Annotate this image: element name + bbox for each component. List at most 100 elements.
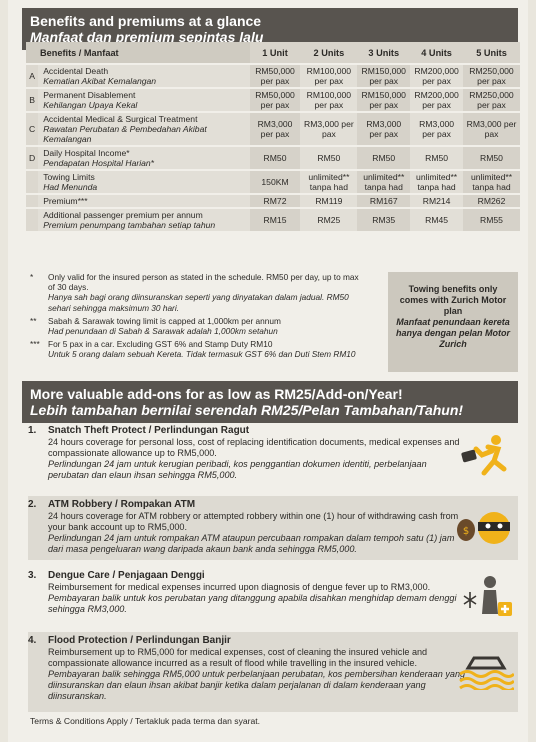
benefit-value-unit-5: RM55	[463, 209, 520, 231]
addon-title: Flood Protection / Perlindungan Banjir	[48, 635, 231, 646]
benefit-value-unit-4: RM200,000 per pax	[410, 65, 464, 87]
benefit-value-unit-4: RM45	[410, 209, 464, 231]
benefit-value-unit-1: RM72	[249, 195, 301, 207]
benefit-name-en: Accidental Medical & Surgical Treatment	[43, 114, 198, 124]
benefit-value-unit-3: RM50	[357, 147, 411, 169]
benefit-value-unit-4: RM50	[410, 147, 464, 169]
footnote-mark: ***	[30, 339, 40, 350]
addon-desc-en: Reimbursement up to RM5,000 for medical …	[48, 647, 428, 668]
addon-number: 2.	[28, 499, 37, 510]
footnote-mark: **	[30, 315, 37, 326]
footnote-en: Sabah & Sarawak towing limit is capped a…	[48, 315, 281, 326]
running-thief-icon	[461, 435, 507, 476]
towing-note-ms: Manfaat penundaan kereta hanya dengan pe…	[395, 317, 510, 349]
terms-conditions: Terms & Conditions Apply / Tertakluk pad…	[30, 716, 261, 726]
benefit-value-unit-1: 150KM	[249, 171, 301, 193]
benefit-value-unit-3: RM35	[357, 209, 411, 231]
addon-desc-ms: Pembayaran balik sehingga RM5,000 untuk …	[48, 669, 466, 701]
benefit-name-en: Additional passenger premium per annum	[43, 210, 203, 220]
benefit-name: Additional passenger premium per annum Pr…	[38, 209, 250, 231]
benefit-letter	[26, 195, 39, 207]
benefit-value-unit-5: RM262	[463, 195, 520, 207]
benefit-letter: C	[26, 113, 39, 145]
addon-number: 3.	[28, 570, 37, 581]
benefit-name: Accidental Medical & Surgical Treatment R…	[38, 113, 250, 145]
addon-snatch-theft: 1. Snatch Theft Protect / Perlindungan R…	[28, 425, 518, 487]
addon-desc-ms: Perlindungan 24 jam untuk kerugian perib…	[48, 459, 427, 480]
benefit-value-unit-3: RM167	[357, 195, 411, 207]
benefit-name-ms: Kematian Akibat Kemalangan	[43, 76, 157, 86]
addon-title: Dengue Care / Penjagaan Denggi	[48, 570, 205, 581]
benefit-value-unit-3: RM150,000 per pax	[357, 89, 411, 111]
benefits-table: Benefits / Manfaat 1 Unit 2 Units 3 Unit…	[26, 40, 520, 233]
benefit-letter	[26, 171, 39, 193]
benefit-value-unit-2: RM25	[300, 209, 358, 231]
benefit-value-unit-2: RM50	[300, 147, 358, 169]
benefit-row: B Permanent Disablement Kehilangan Upaya K…	[26, 89, 520, 111]
flooded-car-icon	[459, 656, 514, 690]
benefit-name-en: Towing Limits	[43, 172, 95, 182]
footnotes: * Only valid for the insured person as st…	[30, 272, 360, 363]
addon-desc-en: 24 hours coverage for personal loss, cos…	[48, 437, 460, 458]
footnote-mark: *	[30, 272, 34, 282]
benefit-value-unit-5: RM3,000 per pax	[463, 113, 520, 145]
benefit-value-unit-2: RM100,000 per pax	[300, 65, 358, 87]
benefit-name-ms: Pendapatan Hospital Harian*	[43, 158, 155, 168]
benefit-value-unit-1: RM50,000 per pax	[249, 89, 301, 111]
benefit-row: C Accidental Medical & Surgical Treatment…	[26, 113, 520, 145]
benefit-value-unit-5: RM250,000 per pax	[463, 65, 520, 87]
header-unit-2: 2 Units	[300, 42, 358, 63]
benefit-value-unit-2: unlimited** tanpa had	[300, 171, 358, 193]
towing-note-en: Towing benefits only comes with Zurich M…	[399, 284, 507, 316]
benefit-value-unit-2: RM3,000 per pax	[300, 113, 358, 145]
benefit-name-ms: Rawatan Perubatan & Pembedahan Akibat Ke…	[43, 124, 207, 144]
benefit-name: Accidental Death Kematian Akibat Kemalang…	[38, 65, 250, 87]
benefit-row: Towing Limits Had Menunda 150KM unlimited**…	[26, 171, 520, 193]
addon-flood-protection: 4. Flood Protection / Perlindungan Banji…	[28, 632, 518, 712]
benefit-value-unit-5: RM50	[463, 147, 520, 169]
header-unit-3: 3 Units	[357, 42, 411, 63]
masked-robber-icon: $	[457, 512, 510, 544]
benefit-name-en: Permanent Disablement	[43, 90, 136, 100]
towing-note-box: Towing benefits only comes with Zurich M…	[388, 272, 518, 372]
benefit-value-unit-2: RM119	[300, 195, 358, 207]
addon-desc-en: 24 hours coverage for ATM robbery or att…	[48, 511, 459, 532]
benefit-name: Premium***	[38, 195, 250, 207]
header-benefits-label: Benefits / Manfaat	[26, 42, 250, 63]
benefit-name: Daily Hospital Income* Pendapatan Hospita…	[38, 147, 250, 169]
addon-number: 1.	[28, 425, 37, 436]
footnote-ms: Hanya sah bagi orang diinsuranskan seper…	[48, 292, 349, 313]
footnote-ms: Untuk 5 orang dalam sebuah Kereta. Tidak…	[48, 349, 356, 360]
benefit-letter: D	[26, 147, 39, 169]
footnote-ms: Had penundaan di Sabah & Sarawak adalah …	[48, 326, 278, 337]
benefit-value-unit-3: RM150,000 per pax	[357, 65, 411, 87]
benefit-letter	[26, 209, 39, 231]
svg-text:$: $	[463, 526, 469, 537]
footnote: ** Sabah & Sarawak towing limit is capped…	[30, 316, 360, 336]
benefits-title: Benefits and premiums at a glance	[30, 13, 262, 29]
benefit-name-en: Daily Hospital Income*	[43, 148, 130, 158]
benefit-value-unit-4: RM3,000 per pax	[410, 113, 464, 145]
benefit-name-ms: Kehilangan Upaya Kekal	[43, 100, 138, 110]
benefit-row: A Accidental Death Kematian Akibat Kemalan…	[26, 65, 520, 87]
addon-title: ATM Robbery / Rompakan ATM	[48, 499, 196, 510]
benefit-letter: B	[26, 89, 39, 111]
benefit-value-unit-3: RM3,000 per pax	[357, 113, 411, 145]
benefit-name-en: Accidental Death	[43, 66, 109, 76]
benefit-value-unit-2: RM100,000 per pax	[300, 89, 358, 111]
addons-subtitle: Lebih tambahan bernilai serendah RM25/Pe…	[30, 402, 464, 418]
addons-title: More valuable add-ons for as low as RM25…	[30, 386, 403, 402]
addon-dengue-care: 3. Dengue Care / Penjagaan Denggi Reimbu…	[28, 570, 518, 626]
addon-desc-ms: Pembayaran balik untuk kos perubatan yan…	[48, 593, 457, 614]
benefit-value-unit-1: RM15	[249, 209, 301, 231]
mosquito-patient-icon	[463, 576, 512, 616]
benefit-row: D Daily Hospital Income* Pendapatan Hospit…	[26, 147, 520, 169]
benefit-value-unit-1: RM3,000 per pax	[249, 113, 301, 145]
addon-number: 4.	[28, 635, 37, 646]
addon-atm-robbery: 2. ATM Robbery / Rompakan ATM 24 hours c…	[28, 496, 518, 560]
benefit-value-unit-3: unlimited** tanpa had	[357, 171, 411, 193]
header-unit-4: 4 Units	[410, 42, 464, 63]
benefit-name: Towing Limits Had Menunda	[38, 171, 250, 193]
header-unit-5: 5 Units	[463, 42, 520, 63]
addon-title: Snatch Theft Protect / Perlindungan Ragu…	[48, 425, 250, 436]
